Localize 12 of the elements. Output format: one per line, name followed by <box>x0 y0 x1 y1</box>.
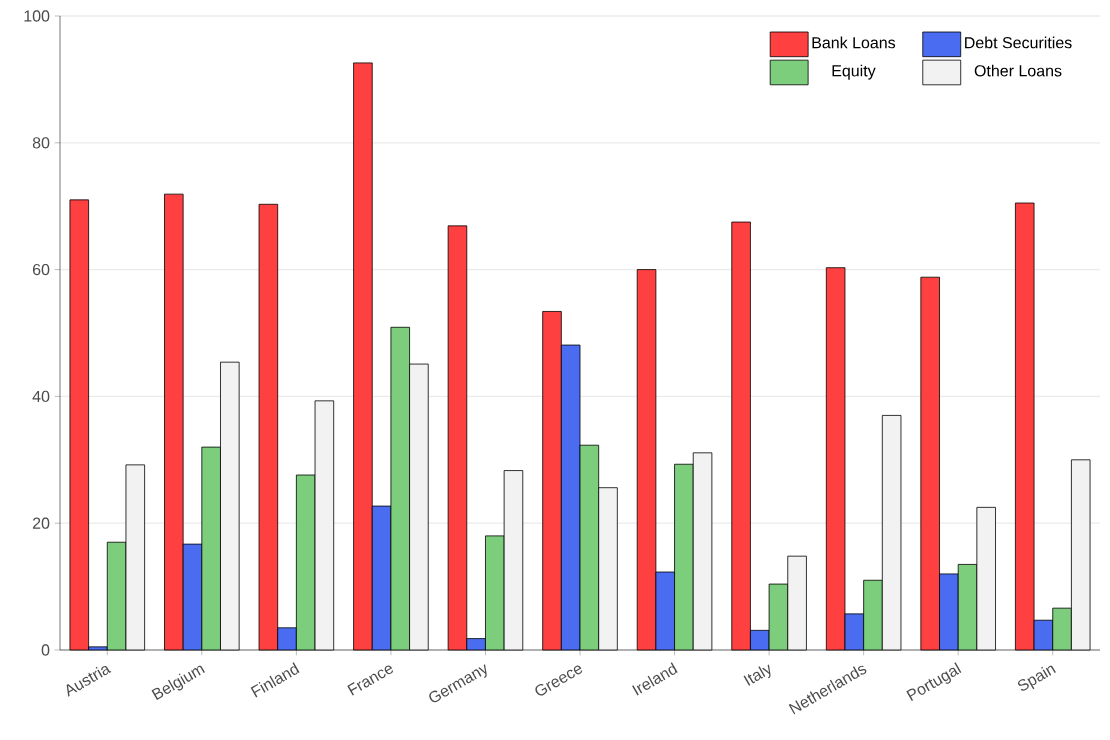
x-tick-label: Spain <box>1017 665 1056 691</box>
y-tick-label: 20 <box>32 517 50 529</box>
legend-label: Other Loans <box>974 64 1062 77</box>
y-tick-label: 60 <box>32 263 50 276</box>
legend-label: Equity <box>832 64 876 80</box>
legend-label: Debt Securities <box>965 36 1072 49</box>
y-tick-label: 100 <box>24 10 50 22</box>
x-tick-label: Italy <box>743 664 771 686</box>
legend-label: Bank Loans <box>812 36 896 49</box>
y-tick-label: 0 <box>41 644 50 656</box>
y-tick-label: 80 <box>32 137 50 149</box>
y-tick-label: 40 <box>32 390 50 403</box>
